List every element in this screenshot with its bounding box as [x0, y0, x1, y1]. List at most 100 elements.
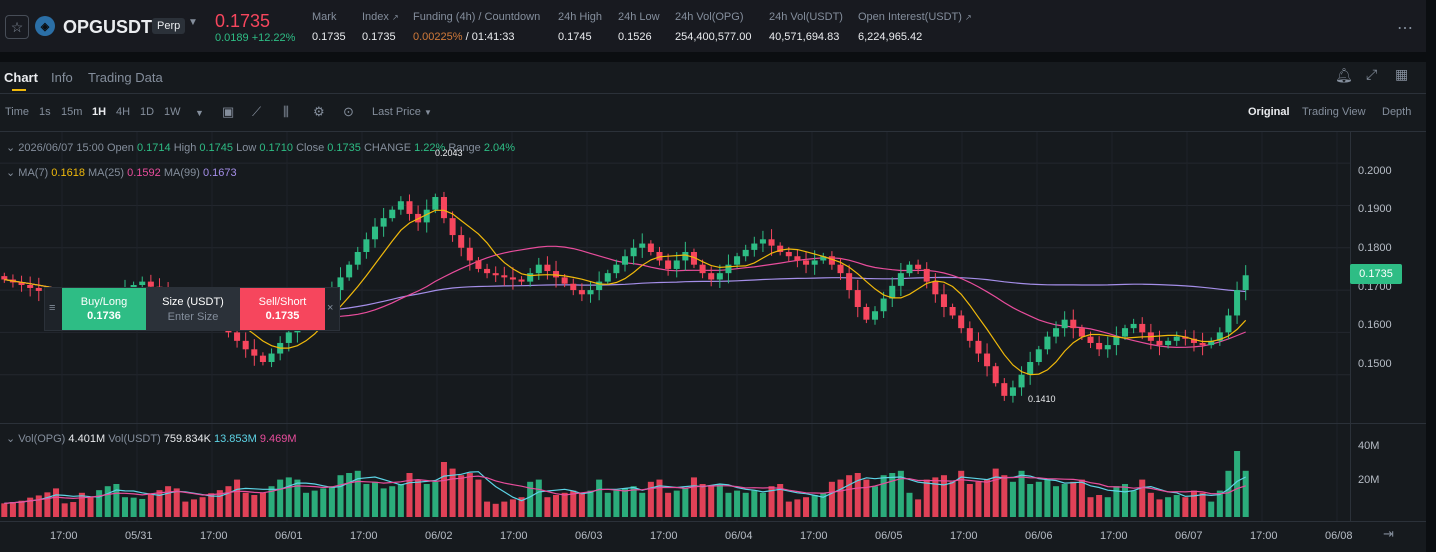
- drag-handle-icon[interactable]: ≡: [49, 302, 56, 314]
- candle-body: [596, 281, 603, 291]
- candle-body: [492, 273, 499, 276]
- candle-body: [423, 209, 430, 223]
- symbol-dropdown-icon[interactable]: ▼: [188, 17, 198, 28]
- price-chart[interactable]: [0, 132, 1350, 522]
- view-depth[interactable]: Depth: [1382, 106, 1412, 118]
- calendar-icon[interactable]: ▣: [222, 104, 235, 119]
- interval-1d[interactable]: 1D: [140, 106, 155, 118]
- candle-body: [363, 239, 370, 252]
- candle-body: [337, 277, 344, 291]
- volume-bar: [242, 492, 249, 517]
- candle-body: [1208, 340, 1215, 346]
- favorite-star-icon[interactable]: ☆: [5, 15, 29, 39]
- volume-bar: [906, 492, 913, 517]
- volume-bar: [518, 497, 525, 517]
- candle-body: [1165, 340, 1172, 346]
- view-trading-view[interactable]: Trading View: [1302, 106, 1366, 118]
- candle-body: [1018, 374, 1025, 388]
- candle-body: [406, 201, 413, 214]
- candle-body: [1173, 336, 1180, 341]
- time-axis-label: 17:00: [200, 530, 228, 542]
- tab-info[interactable]: Info: [51, 70, 73, 85]
- indicator-icon[interactable]: ⟋: [252, 104, 262, 119]
- candles: [1, 191, 1249, 403]
- candle-body: [535, 264, 542, 274]
- volume-bar: [854, 473, 861, 517]
- candle-body: [570, 283, 577, 291]
- settings-sliders-icon[interactable]: ⚙: [313, 104, 325, 119]
- volume-bar: [208, 493, 215, 517]
- volume-bar: [837, 479, 844, 517]
- interval-time[interactable]: Time: [5, 106, 30, 118]
- volume-bar: [406, 473, 413, 517]
- change-abs: 0.0189: [215, 32, 249, 44]
- interval-dropdown-icon[interactable]: ▼: [195, 108, 204, 118]
- alarm-bell-icon[interactable]: 🔔︎: [1335, 67, 1353, 83]
- drawing-tool-icon[interactable]: ⊙: [343, 104, 354, 119]
- view-original[interactable]: Original: [1248, 106, 1290, 118]
- interval-4h[interactable]: 4H: [116, 106, 131, 118]
- size-input[interactable]: Size (USDT) Enter Size: [146, 288, 240, 330]
- volume-bar: [190, 499, 197, 517]
- volume-bar: [1156, 499, 1163, 517]
- time-axis-divider: [0, 521, 1426, 522]
- volume-bar: [966, 484, 973, 517]
- candle-body: [285, 332, 292, 343]
- fullscreen-icon[interactable]: ⤢: [1366, 66, 1378, 82]
- index-label[interactable]: Index ↗: [362, 11, 399, 23]
- interval-1s[interactable]: 1s: [39, 106, 51, 118]
- ohlc-legend: ⌄ 2026/06/07 15:00 Open 0.1714 High 0.17…: [6, 142, 516, 154]
- candle-body: [1078, 328, 1085, 337]
- volume-bar: [716, 484, 723, 517]
- more-menu-icon[interactable]: ⋯: [1397, 20, 1414, 37]
- candle-body: [1087, 336, 1094, 343]
- candle-body: [458, 235, 465, 248]
- sell-short-button[interactable]: Sell/Short 0.1735: [240, 288, 325, 330]
- volume-bar: [1182, 497, 1189, 517]
- candle-body: [803, 260, 810, 265]
- price-type-select[interactable]: Last Price ▼: [372, 106, 432, 118]
- pane-divider: [0, 423, 1426, 424]
- volume-bar: [216, 490, 223, 517]
- divider: [0, 93, 1426, 94]
- volume-bar: [578, 492, 585, 517]
- last-price: 0.1735: [215, 11, 271, 31]
- interval-15m[interactable]: 15m: [61, 106, 83, 118]
- candle-body: [35, 287, 42, 291]
- volume-bar: [78, 492, 85, 517]
- candle-body: [984, 353, 991, 367]
- close-icon[interactable]: ×: [327, 302, 334, 314]
- candle-body: [863, 307, 870, 320]
- layout-grid-icon[interactable]: ▦: [1395, 66, 1409, 82]
- price-axis-label: 0.2000: [1358, 165, 1392, 177]
- tab-chart[interactable]: Chart: [4, 70, 38, 85]
- candle-body: [1234, 290, 1241, 316]
- time-axis-label: 06/05: [875, 530, 903, 542]
- volume-bar: [777, 484, 784, 517]
- candle-body: [1113, 336, 1120, 346]
- tab-trading-data[interactable]: Trading Data: [88, 70, 163, 85]
- candle-body: [1044, 336, 1051, 350]
- time-axis-label: 17:00: [650, 530, 678, 542]
- volume-bar: [225, 486, 232, 517]
- volume-bar: [940, 475, 947, 517]
- volume-bar: [846, 475, 853, 517]
- candle-body: [665, 260, 672, 269]
- candle-type-icon[interactable]: ⫼: [283, 104, 289, 119]
- volume-bar: [53, 488, 60, 517]
- open-interest-label[interactable]: Open Interest(USDT) ↗: [858, 11, 972, 23]
- volume-bar: [18, 500, 25, 517]
- volume-bar: [1225, 470, 1232, 517]
- volume-bar: [992, 468, 999, 517]
- interval-1h[interactable]: 1H: [92, 106, 107, 118]
- volume-bar: [1104, 497, 1111, 517]
- scroll-to-latest-icon[interactable]: ⇥: [1383, 526, 1394, 541]
- buy-long-button[interactable]: Buy/Long 0.1736: [62, 288, 146, 330]
- active-tab-indicator: [12, 89, 26, 91]
- interval-1w[interactable]: 1W: [164, 106, 181, 118]
- symbol-name[interactable]: OPGUSDT: [63, 17, 153, 37]
- volume-bar: [958, 470, 965, 517]
- volume-bar: [949, 481, 956, 517]
- time-axis-label: 17:00: [500, 530, 528, 542]
- candle-body: [940, 294, 947, 307]
